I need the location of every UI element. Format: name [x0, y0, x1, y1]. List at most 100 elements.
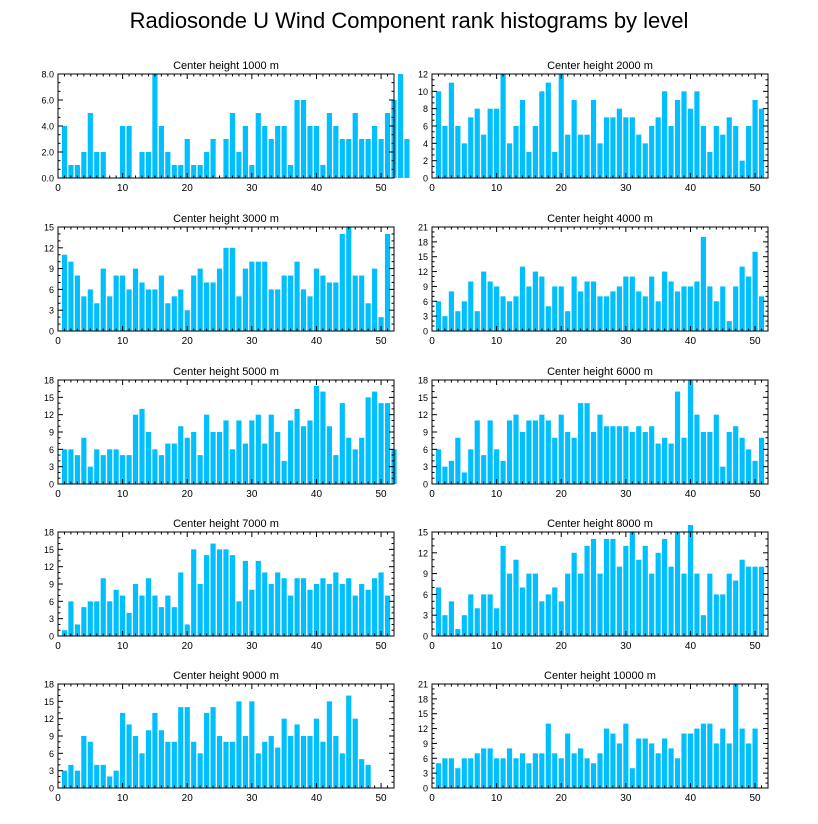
panel-5-xtick-label: 30 — [246, 489, 258, 500]
panel-8-bar — [571, 552, 577, 636]
panel-2-xtick-label: 40 — [685, 183, 697, 194]
panel-3-title: Center height 3000 m — [173, 213, 279, 225]
panel-4-bar — [571, 276, 577, 331]
panel-5-bar — [359, 437, 365, 484]
panel-8-xtick-label: 10 — [491, 641, 503, 652]
panel-6-bar — [565, 432, 571, 484]
panel-3-bar — [281, 275, 287, 331]
panel-5-bar — [275, 432, 281, 484]
panel-9-bar — [294, 724, 300, 788]
panel-5-bar — [158, 455, 164, 484]
panel-7-bar — [178, 572, 184, 636]
panel-8-bar — [681, 573, 687, 636]
panel-4-xtick-label: 0 — [429, 336, 435, 347]
panel-1-bar — [404, 139, 410, 178]
panel-10-bar — [474, 753, 480, 788]
panel-4-xtick-label: 50 — [750, 336, 762, 347]
panel-3-bar — [165, 303, 171, 331]
panel-6-bar — [674, 391, 681, 484]
panel-4-ytick-label: 18 — [418, 237, 428, 247]
panel-10-xtick-label: 40 — [685, 793, 697, 804]
panel-1-bar — [94, 152, 100, 178]
panel-2-bar — [720, 134, 726, 178]
panel-7-bar — [384, 595, 391, 636]
panel-3-bar — [346, 227, 352, 331]
panel-3-bar — [94, 303, 100, 331]
panel-1-ytick-label: 8.0 — [41, 70, 54, 80]
panel-10-bar — [526, 763, 532, 788]
panel-9-xtick-label: 10 — [117, 793, 129, 804]
panel-7-bar — [87, 601, 93, 636]
panel-3-ytick-label: 0 — [49, 327, 54, 337]
panel-8-bar — [474, 608, 480, 636]
panel-4-bar — [629, 276, 635, 331]
panel-5-bar — [171, 443, 177, 484]
panel-7-bar — [268, 584, 274, 636]
panel-8-bar — [597, 573, 603, 636]
panel-8-bar — [558, 601, 564, 636]
panel-6-ytick-label: 12 — [418, 410, 428, 420]
panel-9-bar — [126, 724, 132, 788]
panel-10-title: Center height 10000 m — [544, 670, 656, 682]
panel-2-bar — [649, 126, 655, 178]
panel-7-bar — [100, 578, 106, 636]
panel-6-bar — [713, 414, 719, 484]
panel-4-bar — [506, 301, 513, 331]
panel-9-bar — [61, 770, 68, 788]
panel-2-ytick-label: 2 — [423, 156, 428, 166]
panel-4-bar — [558, 286, 564, 331]
panel-10-bar — [481, 748, 487, 788]
panel-7-bar — [223, 549, 229, 636]
panel-10-bar — [597, 753, 603, 788]
panel-4-bar — [674, 291, 681, 331]
panel-6-ytick-label: 0 — [423, 480, 428, 490]
panel-9-bar — [268, 736, 274, 788]
panel-3-bar — [216, 268, 223, 331]
panel-7-bar — [139, 595, 145, 636]
panel-10-ytick-label: 9 — [423, 739, 428, 749]
panel-2-bar — [461, 143, 467, 178]
panel-5-bar — [210, 432, 216, 484]
panel-2-bar — [758, 108, 765, 178]
panel-10-bar — [733, 684, 739, 788]
panel-6-bar — [506, 420, 513, 484]
panel-10-bar — [668, 748, 674, 788]
panel-9-ytick-label: 6 — [49, 749, 54, 759]
panel-9-bar — [249, 701, 255, 788]
panel-8-bar — [758, 566, 765, 636]
panel-9-bar — [326, 701, 332, 788]
panel-10-bar — [506, 748, 513, 788]
panel-3-bar — [372, 268, 378, 331]
panel-10-bar — [539, 753, 545, 788]
panel-6-bar — [532, 420, 538, 484]
panel-5-bar — [313, 385, 320, 484]
panel-8-bar — [481, 594, 487, 636]
panel-9-bar — [87, 741, 93, 788]
panel-7-bar — [372, 578, 378, 636]
panel-7-bar — [216, 549, 223, 636]
panel-3-bar — [197, 268, 203, 331]
panel-9-bar — [171, 741, 177, 788]
panel-1-bar — [372, 126, 378, 178]
panel-10-ytick-label: 6 — [423, 754, 428, 764]
panel-5-ytick-label: 6 — [49, 445, 54, 455]
panel-9-ytick-label: 0 — [49, 784, 54, 794]
panel-3-bar — [242, 268, 248, 331]
panel-3-bar — [352, 275, 358, 331]
panel-3-bar — [255, 261, 261, 331]
panel-9-xtick-label: 20 — [182, 793, 194, 804]
panel-7-bar — [132, 584, 139, 636]
panel-4-bar — [552, 286, 558, 331]
panel-5-bar — [288, 420, 294, 484]
panel-1-xtick-label: 0 — [55, 183, 61, 194]
panel-4-bar — [752, 251, 758, 331]
panel-8-xtick-label: 30 — [620, 641, 632, 652]
panel-7-bar — [326, 584, 332, 636]
panel-4-ytick-label: 9 — [423, 282, 428, 292]
panel-7-bar — [236, 601, 242, 636]
panel-9-bar — [132, 736, 139, 788]
panel-3-bar — [320, 275, 326, 331]
panel-7-bar — [365, 589, 371, 636]
panel-8-bar — [603, 538, 610, 636]
panel-6-xtick-label: 20 — [556, 489, 568, 500]
